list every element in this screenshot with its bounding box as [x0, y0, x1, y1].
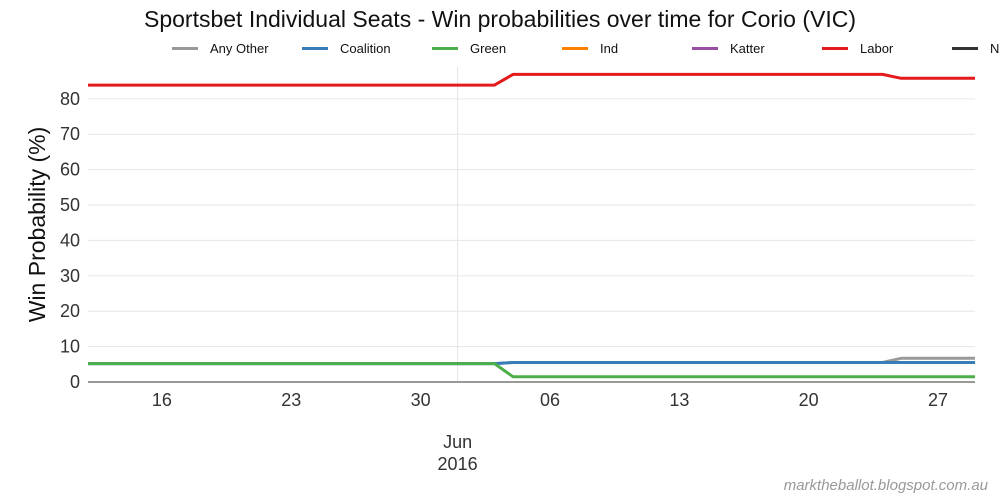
legend-swatch — [562, 46, 588, 50]
legend-item: NXT — [952, 38, 1000, 58]
legend-swatch — [172, 46, 198, 50]
y-axis-label: Win Probability (%) — [24, 127, 50, 323]
x-tick-label: 13 — [669, 390, 689, 410]
x-month-label: Jun — [443, 432, 472, 452]
y-tick-label: 30 — [60, 266, 80, 286]
y-tick-label: 10 — [60, 337, 80, 357]
y-tick-label: 80 — [60, 89, 80, 109]
y-tick-label: 60 — [60, 160, 80, 180]
legend-swatch — [692, 46, 718, 50]
y-tick-label: 40 — [60, 230, 80, 250]
legend-label: Katter — [730, 40, 765, 56]
legend-label: Any Other — [210, 40, 269, 56]
y-tick-label: 50 — [60, 195, 80, 215]
x-tick-label: 27 — [928, 390, 948, 410]
x-tick-label: 20 — [799, 390, 819, 410]
chart-title: Sportsbet Individual Seats - Win probabi… — [143, 6, 856, 32]
y-tick-label: 0 — [70, 372, 80, 392]
x-tick-label: 16 — [152, 390, 172, 410]
y-tick-label: 20 — [60, 301, 80, 321]
chart-legend: Any Other Coalition Green Ind Katter Labor NXT — [0, 38, 1000, 58]
x-tick-label: 06 — [540, 390, 560, 410]
legend-item: Katter — [692, 38, 765, 58]
series-line-labor — [88, 72, 975, 87]
legend-item: Green — [432, 38, 506, 58]
legend-swatch — [432, 46, 458, 50]
legend-item: Coalition — [302, 38, 391, 58]
legend-label: NXT — [990, 40, 1000, 56]
legend-swatch — [952, 46, 978, 50]
legend-label: Ind — [600, 40, 619, 56]
legend-item: Ind — [562, 38, 618, 58]
series-line-green — [88, 362, 975, 379]
watermark-text: marktheballot.blogspot.com.au — [783, 477, 988, 494]
x-tick-label: 30 — [411, 390, 431, 410]
legend-label: Labor — [860, 40, 894, 56]
legend-label: Coalition — [340, 40, 391, 56]
legend-swatch — [822, 46, 848, 50]
x-year-label: 2016 — [438, 454, 478, 474]
legend-item: Labor — [822, 38, 893, 58]
y-tick-label: 70 — [60, 124, 80, 144]
x-tick-label: 23 — [281, 390, 301, 410]
legend-item: Any Other — [172, 38, 269, 58]
legend-swatch — [302, 46, 328, 50]
legend-label: Green — [470, 40, 507, 56]
